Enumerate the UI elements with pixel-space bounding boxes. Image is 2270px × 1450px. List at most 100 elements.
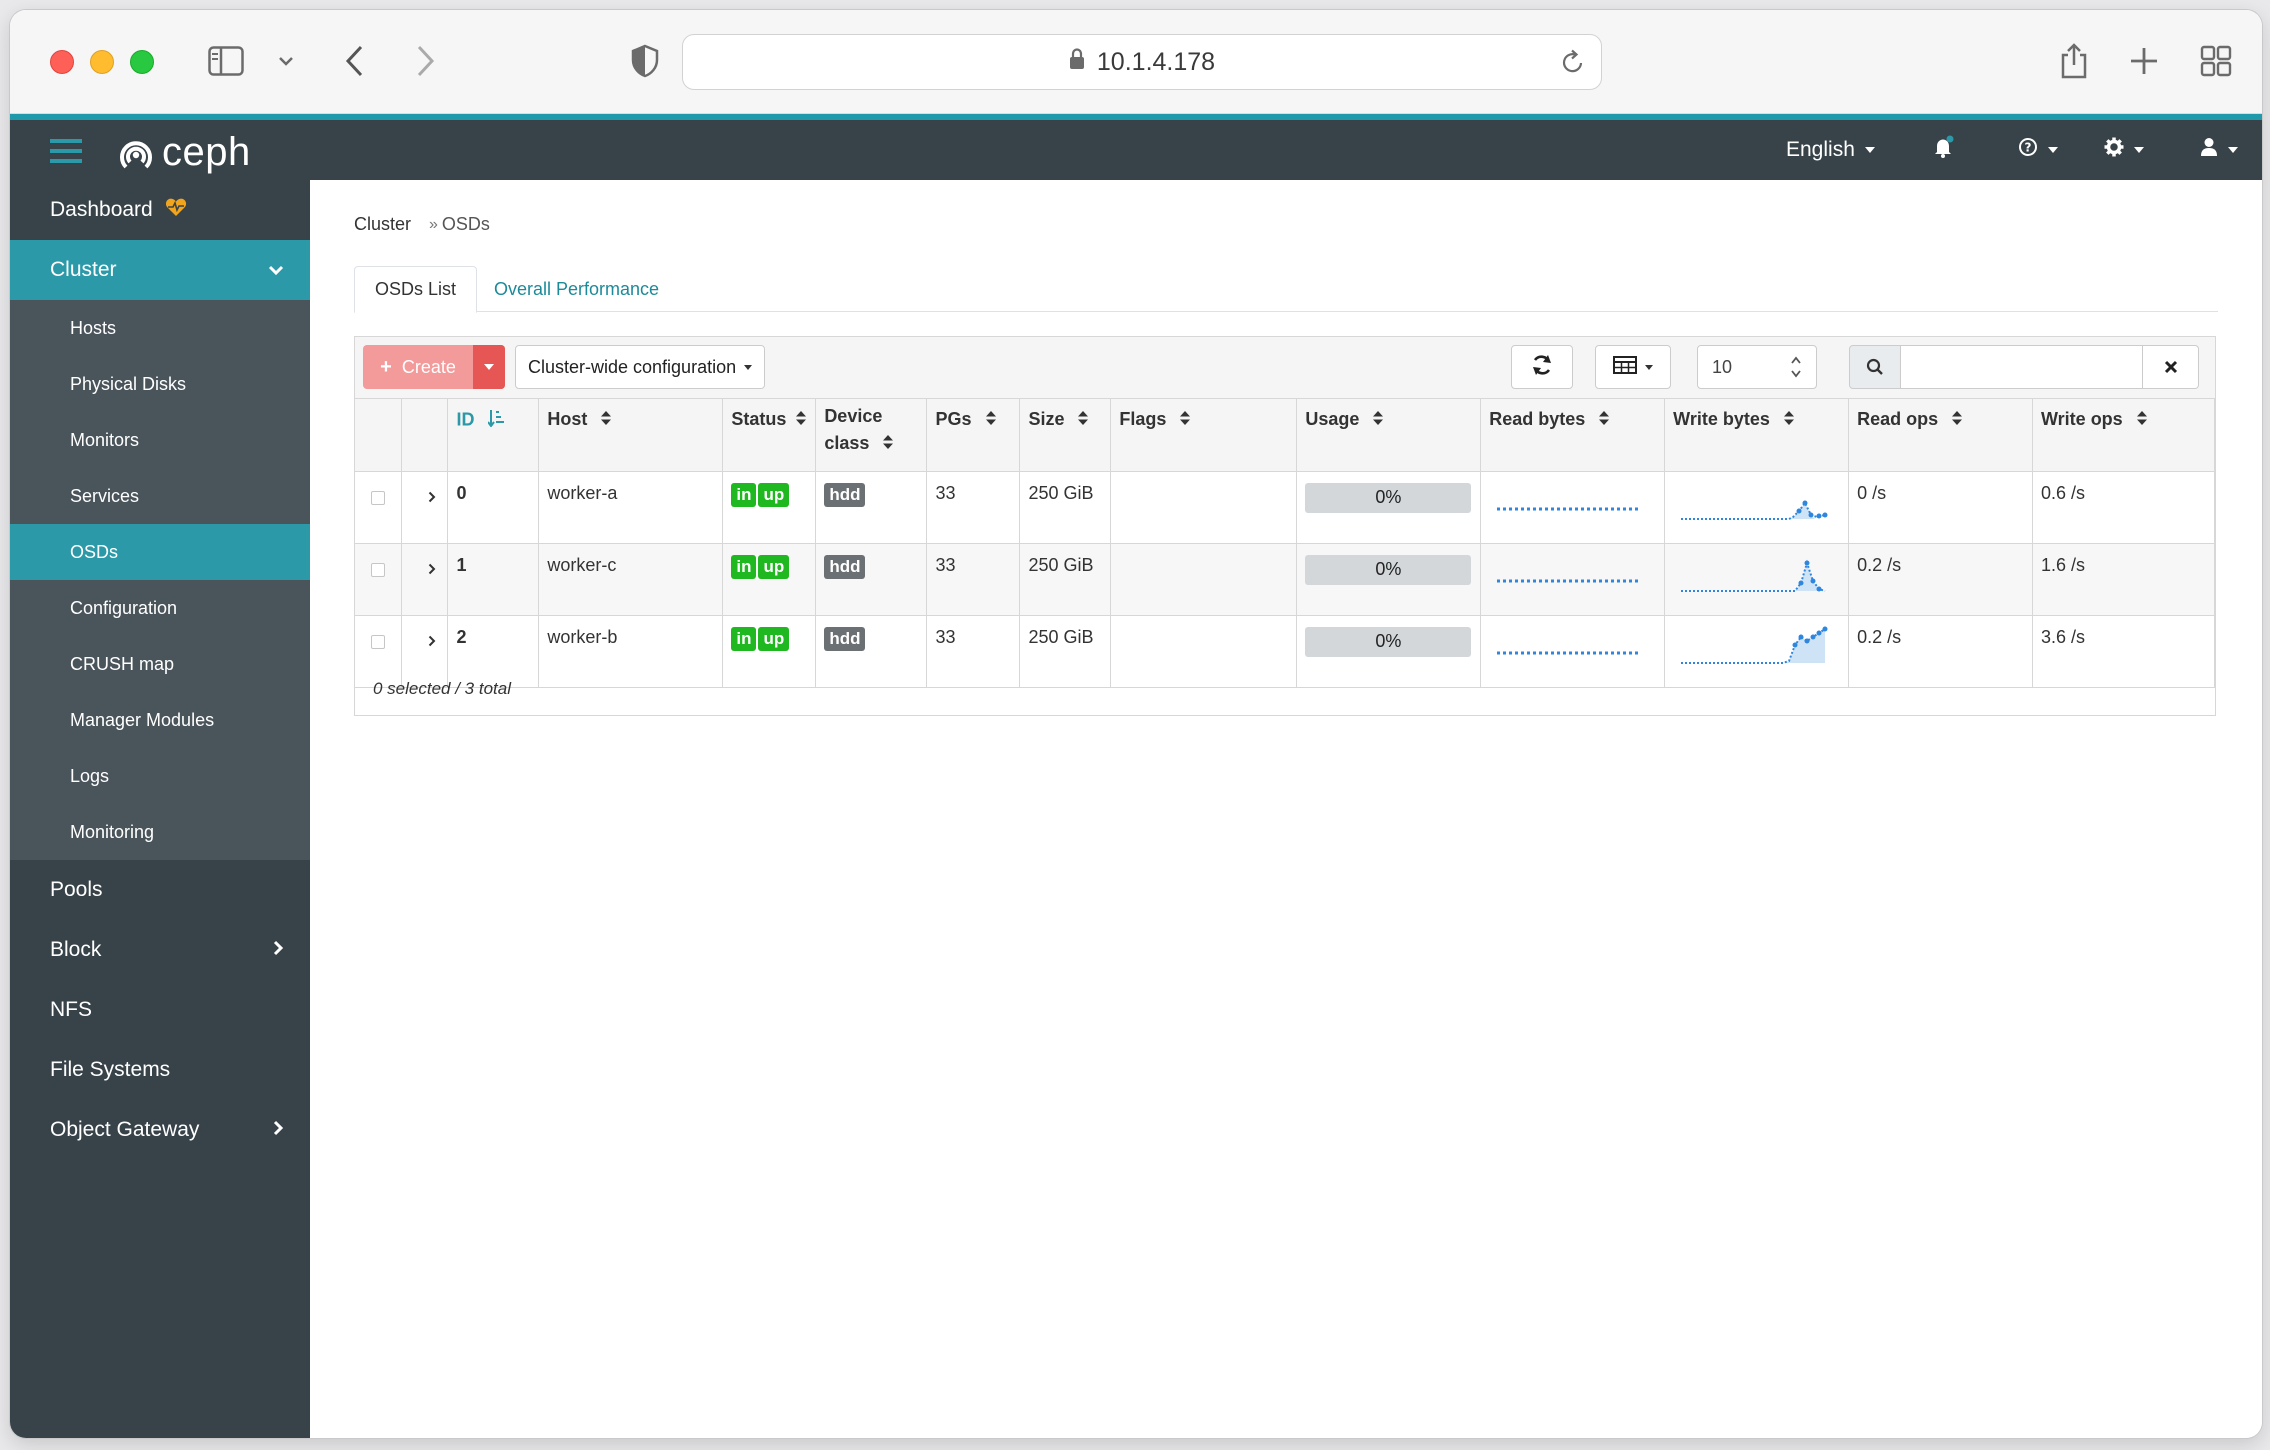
ceph-logo[interactable]: ceph [116, 130, 251, 175]
tab-bar: OSDs List Overall Performance [354, 266, 2218, 313]
read-bytes-sparkline [1497, 507, 1640, 510]
sidebar-toggle-icon[interactable] [204, 38, 248, 84]
plus-icon: + [380, 355, 392, 378]
search-input[interactable] [1901, 345, 2143, 389]
create-dropdown-toggle[interactable] [473, 345, 505, 389]
settings-dropdown[interactable] [2104, 120, 2144, 180]
stepper-icon[interactable] [1790, 354, 1802, 380]
osd-status: in up [722, 471, 817, 544]
column-header-read-ops[interactable]: Read ops [1848, 399, 2034, 472]
column-header-device-class[interactable]: Device class [815, 399, 928, 472]
cluster-config-dropdown[interactable]: Cluster-wide configuration [515, 345, 766, 389]
table-row[interactable]: 1 worker-c in up hdd 33 250 GiB 0% [355, 543, 2215, 616]
zoom-window-button[interactable] [130, 50, 154, 74]
sidebar-item-logs[interactable]: Logs [10, 748, 310, 804]
sidebar-item-block[interactable]: Block [10, 920, 310, 980]
expand-header [401, 399, 449, 472]
notifications-button[interactable] [1932, 120, 1956, 180]
sidebar-item-hosts[interactable]: Hosts [10, 300, 310, 356]
sidebar-item-cluster[interactable]: Cluster [10, 240, 310, 300]
usage-value: 0% [1375, 559, 1402, 579]
osd-write-ops: 1.6 /s [2032, 543, 2215, 616]
create-button[interactable]: + Create [363, 345, 473, 389]
osds-table-panel: + Create Cluster-wide configuration [354, 336, 2216, 716]
column-header-write-ops[interactable]: Write ops [2032, 399, 2215, 472]
caret-down-icon [2228, 147, 2238, 153]
search-group [1849, 345, 2199, 389]
column-header-pgs[interactable]: PGs [926, 399, 1021, 472]
tab-overview-icon[interactable] [2196, 38, 2236, 84]
chevron-right-icon[interactable] [428, 487, 436, 508]
column-header-host[interactable]: Host [538, 399, 724, 472]
row-select-cell [355, 471, 402, 544]
status-badge-in: in [731, 626, 757, 651]
minimize-window-button[interactable] [90, 50, 114, 74]
row-checkbox[interactable] [371, 634, 385, 649]
tab-overall-performance[interactable]: Overall Performance [494, 279, 660, 299]
column-header-size[interactable]: Size [1019, 399, 1112, 472]
sidebar-item-manager-modules[interactable]: Manager Modules [10, 692, 310, 748]
write-bytes-sparkline [1681, 559, 1826, 592]
tab-osds-list[interactable]: OSDs List [354, 266, 478, 313]
sidebar-item-pools[interactable]: Pools [10, 860, 310, 920]
sidebar-item-physical-disks[interactable]: Physical Disks [10, 356, 310, 412]
language-dropdown[interactable]: English [1786, 120, 1875, 180]
usage-value: 0% [1375, 631, 1402, 651]
caret-down-icon [744, 364, 753, 370]
chevron-right-icon [272, 1118, 284, 1142]
sidebar-item-monitors[interactable]: Monitors [10, 412, 310, 468]
column-header-flags[interactable]: Flags [1110, 399, 1298, 472]
share-icon[interactable] [2054, 38, 2094, 84]
osd-status: in up [722, 543, 817, 616]
address-bar[interactable]: 10.1.4.178 [682, 34, 1602, 90]
sidebar-item-configuration[interactable]: Configuration [10, 580, 310, 636]
close-icon [2164, 360, 2177, 374]
sidebar-item-nfs[interactable]: NFS [10, 980, 310, 1040]
osd-id: 1 [447, 543, 540, 616]
reload-icon[interactable] [1561, 49, 1585, 82]
table-toolbar: + Create Cluster-wide configuration [355, 337, 2215, 399]
chevron-down-icon[interactable] [274, 38, 298, 84]
column-header-usage[interactable]: Usage [1296, 399, 1482, 472]
column-header-read-bytes[interactable]: Read bytes [1480, 399, 1666, 472]
column-header-label: Status [731, 409, 787, 429]
back-icon[interactable] [338, 38, 372, 84]
column-toggle-button[interactable] [1595, 345, 1671, 389]
sidebar-item-label: Services [70, 485, 140, 506]
page-size-input[interactable]: 10 [1697, 345, 1817, 389]
osd-read-ops: 0.2 /s [1848, 615, 2034, 688]
row-checkbox[interactable] [371, 562, 385, 577]
column-header-status[interactable]: Status [722, 399, 817, 472]
sidebar-item-dashboard[interactable]: Dashboard [10, 180, 310, 240]
table-row[interactable]: 0 worker-a in up hdd 33 250 GiB 0% [355, 471, 2215, 544]
sidebar-item-osds[interactable]: OSDs [10, 524, 310, 580]
forward-icon[interactable] [408, 38, 442, 84]
sidebar-item-crush-map[interactable]: CRUSH map [10, 636, 310, 692]
sidebar-item-object-gateway[interactable]: Object Gateway [10, 1100, 310, 1160]
sidebar-item-label: CRUSH map [70, 653, 175, 674]
sidebar-item-monitoring[interactable]: Monitoring [10, 804, 310, 860]
column-header-write-bytes[interactable]: Write bytes [1664, 399, 1850, 472]
chevron-right-icon[interactable] [428, 631, 436, 652]
sidebar-item-file-systems[interactable]: File Systems [10, 1040, 310, 1100]
column-header-id[interactable]: ID [447, 399, 540, 472]
user-dropdown[interactable] [2200, 120, 2238, 180]
shield-icon[interactable] [628, 38, 662, 84]
osd-read-ops: 0 /s [1848, 471, 2034, 544]
refresh-button[interactable] [1511, 345, 1573, 389]
osd-host: worker-b [538, 615, 724, 688]
column-header-label: Usage [1305, 409, 1360, 429]
chevron-right-icon[interactable] [428, 559, 436, 580]
row-checkbox[interactable] [371, 490, 385, 505]
breadcrumb-cluster[interactable]: Cluster [354, 214, 412, 234]
user-icon [2200, 137, 2218, 163]
table-row[interactable]: 2 worker-b in up hdd 33 250 GiB 0% [355, 615, 2215, 688]
hamburger-menu-icon[interactable] [50, 138, 82, 169]
caret-down-icon [1864, 147, 1875, 153]
column-header-label: Host [547, 409, 588, 429]
clear-search-button[interactable] [2143, 345, 2199, 389]
sidebar-item-services[interactable]: Services [10, 468, 310, 524]
new-tab-icon[interactable] [2124, 38, 2164, 84]
close-window-button[interactable] [50, 50, 74, 74]
help-dropdown[interactable]: ? [2018, 120, 2058, 180]
